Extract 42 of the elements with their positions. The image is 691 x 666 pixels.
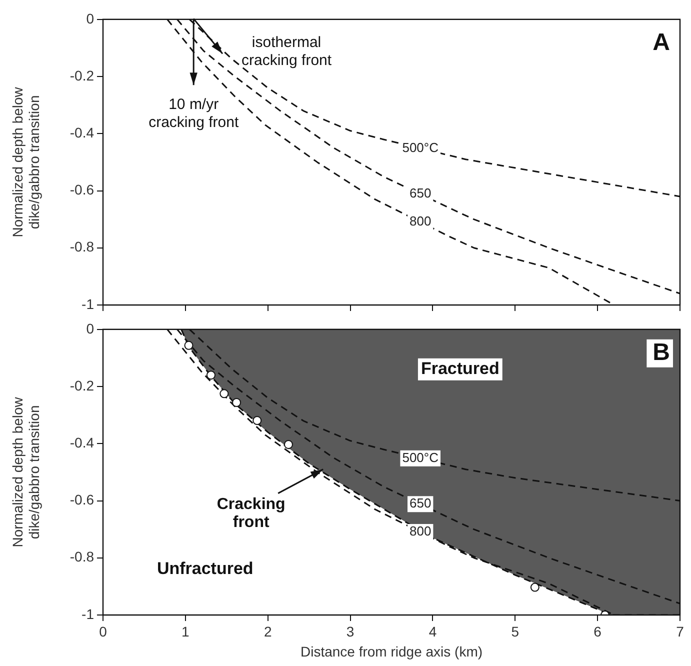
point: [184, 340, 194, 350]
x-tick-label: 7: [676, 623, 684, 640]
x-tick-label: 2: [264, 623, 272, 640]
y-tick-label: -0.6: [70, 492, 94, 508]
y-tick-label: 0: [86, 10, 94, 26]
point: [206, 370, 216, 380]
x-tick-label: 3: [346, 623, 354, 640]
series-label: 500°C: [402, 140, 438, 155]
point: [284, 440, 293, 449]
annotation: B: [652, 339, 670, 366]
annotation: Unfractured: [156, 558, 254, 578]
x-tick-label: 6: [594, 623, 602, 640]
annotation: A: [652, 29, 670, 56]
series-label: 650: [410, 496, 432, 511]
y-tick-label: -1: [82, 296, 94, 312]
x-tick-label: 1: [182, 623, 190, 640]
series-label: 800: [410, 214, 432, 229]
x-tick-label: 4: [428, 623, 437, 640]
y-tick-label: -0.4: [70, 124, 94, 140]
point: [252, 416, 262, 426]
x-tick-label: 5: [511, 623, 520, 640]
y-tick-label: -1: [82, 606, 94, 622]
y-tick-label: -0.2: [70, 377, 94, 394]
annotation: Fractured: [420, 359, 500, 378]
series-label: 650: [410, 186, 432, 201]
y-tick-label: -0.4: [70, 434, 94, 450]
annotation: Cracking front: [216, 496, 286, 531]
annotation: isothermal cracking front: [242, 34, 332, 69]
x-tick-label: 0: [99, 623, 108, 640]
y-tick-label: -0.6: [70, 182, 94, 198]
y-axis-title: Normalized depth below dike/gabbro transition: [9, 396, 42, 548]
series-label: 500°C: [402, 450, 438, 465]
y-tick-label: -0.2: [70, 67, 94, 84]
y-tick-label: -0.8: [70, 548, 94, 565]
point: [220, 389, 229, 398]
y-tick-label: -0.8: [70, 238, 94, 255]
y-tick-label: 0: [86, 320, 94, 336]
x-axis-title: Distance from ridge axis (km): [300, 643, 483, 660]
annotation: 10 m/yr cracking front: [148, 96, 240, 131]
series-label: 800: [410, 524, 432, 539]
point: [232, 398, 242, 408]
y-axis-title: Normalized depth below dike/gabbro transition: [9, 86, 42, 238]
